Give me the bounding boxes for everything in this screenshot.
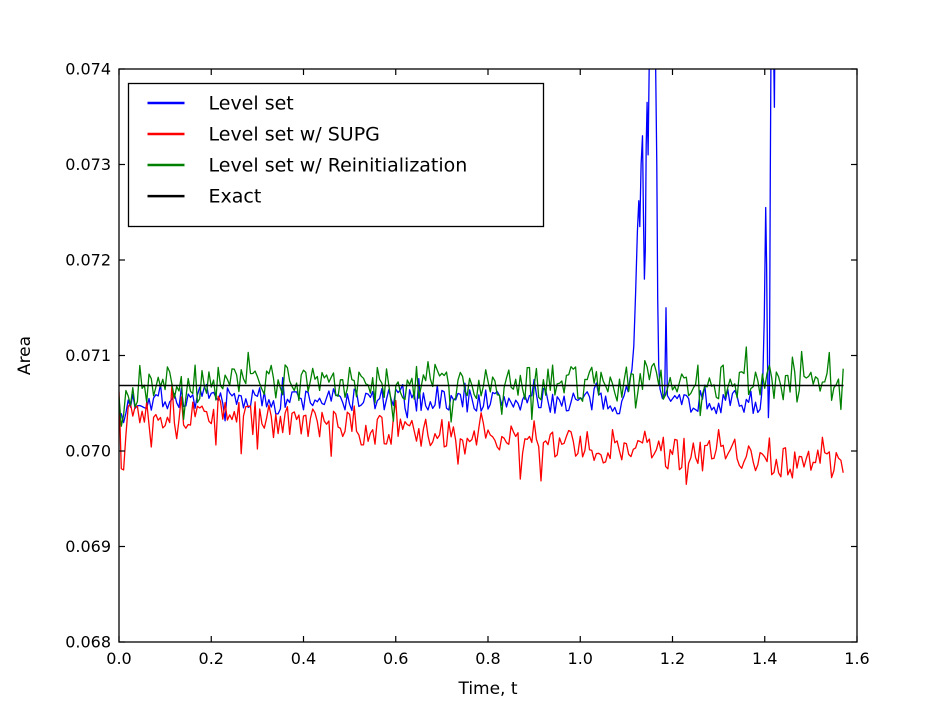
- legend-label-3: Exact: [209, 186, 262, 208]
- y-axis-label: Area: [15, 336, 35, 375]
- y-tick-label: 0.068: [65, 633, 111, 652]
- y-tick-label: 0.070: [65, 442, 111, 461]
- x-tick-label: 0.2: [199, 649, 224, 668]
- x-axis-label: Time, t: [457, 679, 517, 699]
- series-line-1: [119, 383, 844, 485]
- x-tick-label: 1.2: [660, 649, 685, 668]
- y-tick-label: 0.071: [65, 346, 111, 365]
- x-tick-label: 0.6: [383, 649, 408, 668]
- x-tick-label: 1.0: [568, 649, 593, 668]
- legend-label-0: Level set: [209, 93, 294, 115]
- y-tick-label: 0.074: [65, 60, 111, 79]
- legend-box: [127, 82, 545, 228]
- y-tick-label: 0.073: [65, 155, 111, 174]
- x-tick-label: 0.4: [291, 649, 316, 668]
- series-line-2: [119, 346, 844, 427]
- x-tick-label: 0.0: [106, 649, 131, 668]
- legend-label-2: Level set w/ Reinitialization: [209, 155, 468, 177]
- x-tick-label: 1.4: [752, 649, 777, 668]
- y-tick-label: 0.069: [65, 537, 111, 556]
- x-tick-label: 0.8: [475, 649, 500, 668]
- legend-label-1: Level set w/ SUPG: [209, 124, 380, 146]
- y-tick-label: 0.072: [65, 251, 111, 270]
- series-line-0: [119, 69, 776, 424]
- x-tick-label: 1.6: [844, 649, 869, 668]
